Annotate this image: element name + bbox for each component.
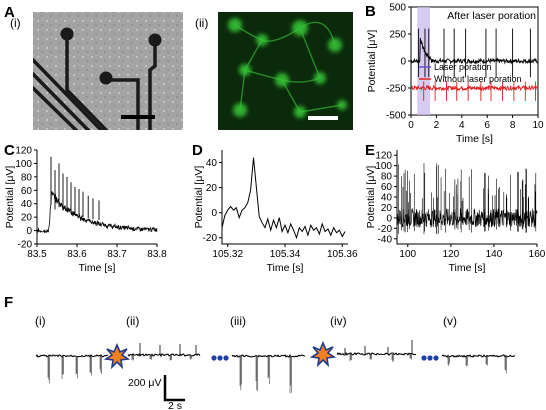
panel-label-E: E — [365, 142, 375, 159]
x-tick-label: 0 — [408, 120, 414, 131]
x-tick-label: 105.36 — [327, 249, 358, 260]
micrograph-image — [33, 12, 183, 130]
panel-F-traces — [35, 340, 516, 394]
series-without-laser-line — [410, 84, 539, 92]
series-laser-line — [410, 37, 539, 65]
x-axis-label: Time [s] — [79, 262, 116, 274]
x-axis-label: Time [s] — [449, 262, 486, 274]
F-label-i: (i) — [35, 314, 46, 328]
y-tick-label: 0 — [211, 208, 217, 219]
trace-line — [36, 191, 158, 234]
axis-frame — [396, 150, 537, 245]
x-tick-label: 83.5 — [27, 249, 47, 260]
x-tick-label: 10 — [532, 120, 544, 131]
chart-B: 0 2 4 6 8 10 -500 -250 0 250 500 Time [s] Potential … — [366, 3, 544, 146]
x-tick-label: 6 — [484, 120, 490, 131]
legend-entry: Laser poration — [434, 62, 492, 72]
trace-line — [231, 353, 306, 358]
trace-line — [35, 354, 109, 358]
y-tick-label: -20 — [18, 240, 33, 251]
panel-label-D: D — [192, 142, 203, 159]
x-tick-label: 2 — [434, 120, 440, 131]
y-tick-label: 120 — [15, 146, 32, 157]
y-tick-label: 40 — [381, 193, 393, 204]
y-tick-label: -250 — [386, 84, 406, 95]
y-tick-label: 80 — [381, 172, 393, 183]
y-tick-label: 80 — [21, 172, 33, 183]
laser-spark-icon — [103, 342, 131, 370]
y-axis-label: Potential [μV] — [365, 166, 377, 229]
x-tick-label: 105.34 — [270, 249, 301, 260]
F-label-v: (v) — [443, 314, 457, 328]
axis-frame — [221, 150, 348, 245]
legend-entry: Without laser poration — [434, 74, 522, 84]
y-tick-label: -40 — [378, 234, 393, 245]
x-tick-label: 120 — [443, 249, 460, 260]
laser-spark-icon — [309, 340, 337, 368]
y-tick-label: -20 — [378, 224, 393, 235]
y-axis-label: Potential [μV] — [366, 30, 378, 93]
scale-bar-time-label: 2 s — [168, 400, 182, 410]
x-axis-label: Time [s] — [267, 262, 304, 274]
chart-C: 83.5 83.6 83.7 83.8 -20 0 20 40 60 80 100 120 Time [… — [4, 146, 167, 275]
F-label-iii: (iii) — [230, 314, 246, 328]
y-tick-label: 0 — [400, 57, 406, 68]
y-axis-label: Potential [μV] — [193, 166, 205, 229]
x-tick-label: 100 — [399, 249, 416, 260]
trace-line — [441, 354, 516, 358]
panel-label-A: A — [4, 4, 15, 21]
chart-title: After laser poration — [447, 10, 536, 22]
panel-label-A-ii: (ii) — [195, 16, 208, 30]
x-tick-label: 8 — [510, 120, 516, 131]
panel-label-A-i: (i) — [10, 16, 21, 30]
scale-bar-i — [121, 115, 155, 119]
y-tick-label: 60 — [381, 182, 393, 193]
y-tick-label: -500 — [386, 111, 406, 122]
fluorescence-image — [218, 12, 353, 130]
ellipsis-dots-icon — [421, 355, 439, 361]
y-tick-label: 0 — [26, 226, 32, 237]
trace-line — [336, 351, 417, 356]
x-tick-label: 160 — [529, 249, 546, 260]
y-tick-label: 40 — [206, 158, 218, 169]
y-tick-label: 40 — [21, 199, 33, 210]
y-tick-label: 20 — [21, 213, 33, 224]
y-tick-label: 250 — [389, 30, 406, 41]
x-tick-label: 105.32 — [212, 249, 243, 260]
y-tick-label: 20 — [206, 183, 218, 194]
x-tick-label: 83.7 — [107, 249, 127, 260]
y-tick-label: 100 — [375, 161, 392, 172]
ellipsis-dots-icon — [211, 355, 229, 361]
trace-line — [221, 157, 346, 240]
x-axis-label: Time [s] — [456, 133, 493, 145]
y-tick-label: 0 — [386, 213, 392, 224]
x-tick-label: 4 — [459, 120, 465, 131]
panel-label-C: C — [4, 142, 15, 159]
x-tick-label: 83.8 — [147, 249, 167, 260]
trace-line — [396, 207, 538, 228]
F-label-ii: (ii) — [126, 314, 139, 328]
y-tick-label: 20 — [381, 203, 393, 214]
y-tick-label: 120 — [375, 151, 392, 162]
x-tick-label: 83.6 — [67, 249, 87, 260]
y-tick-label: 100 — [15, 159, 32, 170]
y-tick-label: 500 — [389, 3, 406, 14]
y-tick-label: 60 — [21, 186, 33, 197]
scale-bar-voltage-label: 200 μV — [128, 377, 162, 389]
scale-bar-F — [163, 375, 185, 402]
y-tick-label: -20 — [203, 233, 218, 244]
trace-line — [127, 353, 201, 358]
panel-label-F: F — [4, 294, 13, 311]
scale-bar-ii — [308, 116, 338, 120]
F-label-iv: (iv) — [330, 314, 347, 328]
x-tick-label: 140 — [486, 249, 503, 260]
y-axis-label: Potential [μV] — [4, 166, 16, 229]
panel-label-B: B — [365, 3, 376, 20]
chart-D: 105.32 105.34 105.36 -20 0 20 40 Time [s] Potent… — [193, 150, 358, 274]
